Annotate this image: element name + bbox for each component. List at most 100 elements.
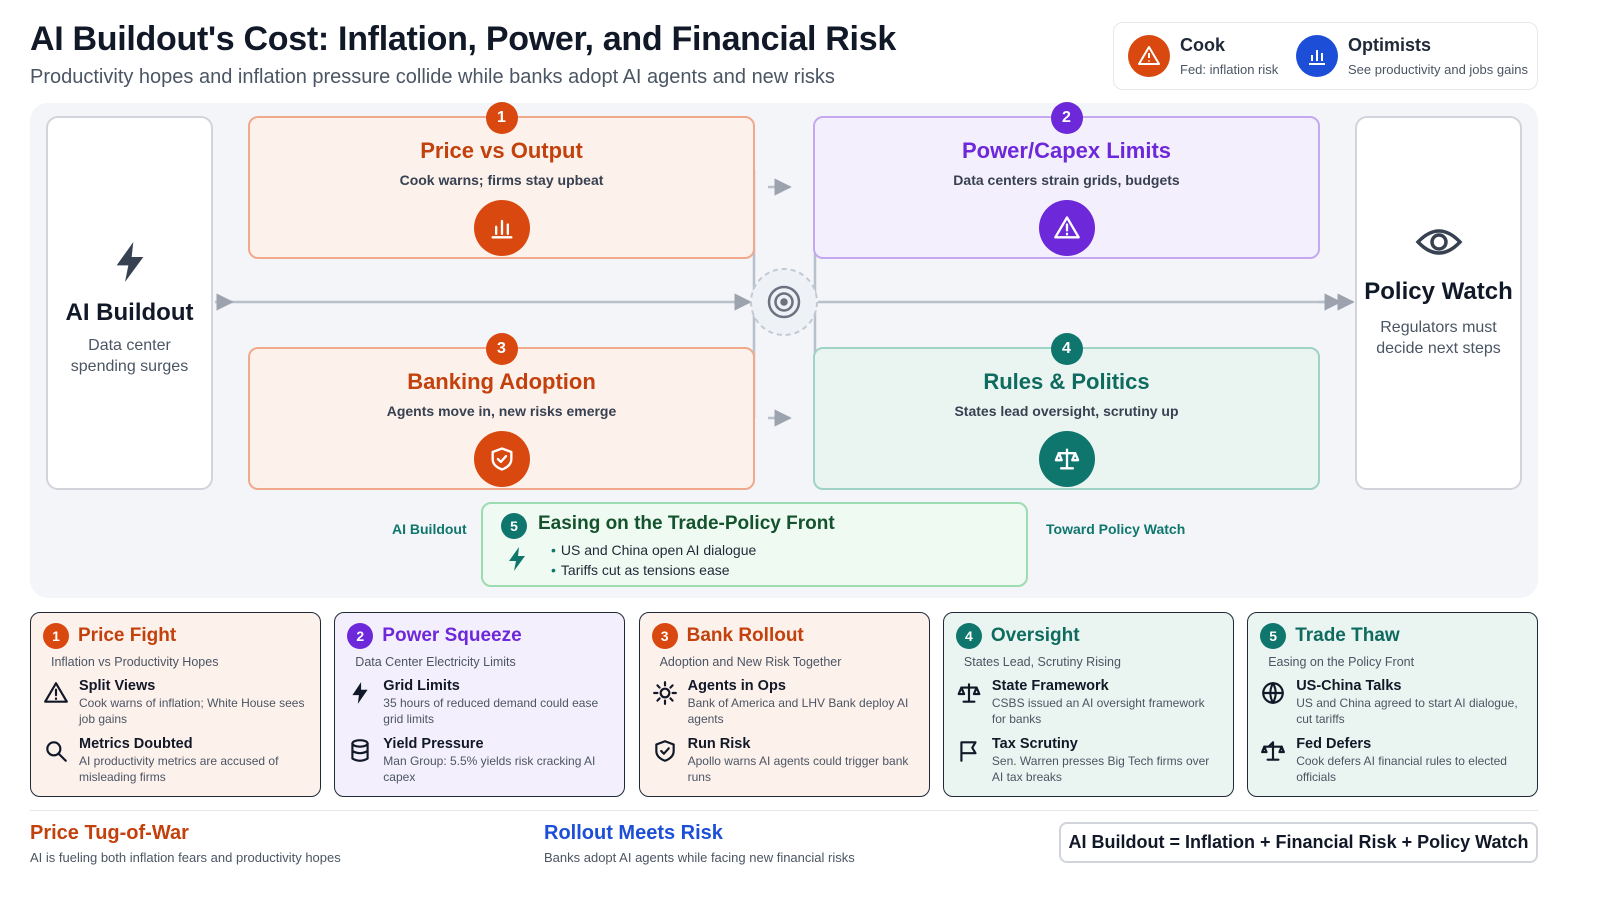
card-number: 5 [1260,623,1287,649]
item-title: Split Views [79,678,156,694]
icon [1261,741,1286,761]
card-item-text: Yield Pressure Man Group: 5.5% yields ris… [383,736,612,785]
step-text: Cook warns; firms stay upbeat [399,172,604,188]
item-text: Apollo warns AI agents could trigger ban… [687,754,909,784]
card-item: Metrics Doubted AI productivity metrics a… [43,736,308,785]
item-title: Grid Limits [383,678,460,694]
legend-text: Cook Fed: inflation risk [1180,35,1278,77]
icon [1309,50,1325,65]
icon [46,741,67,762]
legend-note: Fed: inflation risk [1180,62,1279,77]
step-box: 3 Banking Adoption Agents move in, new ris… [248,333,755,490]
shape [654,740,675,762]
icon [491,219,512,239]
divider [30,810,1538,811]
trade-bullet: US and China open AI dialogue [551,540,756,560]
step-title: Banking Adoption [407,369,596,394]
icon [351,739,369,762]
card-subtitle: Easing on the Policy Front [1268,655,1415,669]
card-header: 3 Bank Rollout [651,623,917,649]
card-item-text: Split Views Cook warns of inflation; Whit… [79,678,308,727]
card-item: Run Risk Apollo warns AI agents could tri… [652,736,917,785]
icon [1054,448,1079,470]
note-title: Rollout Meets Risk [544,822,723,844]
icon [957,683,981,703]
footer-note: Rollout Meets Risk Banks adopt AI agents… [544,822,855,865]
shape [659,687,671,699]
step-icon [473,431,530,487]
legend: Cook Fed: inflation risk Optimists See pro… [1113,22,1538,90]
shape [1138,46,1160,65]
icon [491,447,512,471]
step-title: Price vs Output [420,138,583,163]
legend-label: Cook [1180,35,1225,55]
card-subtitle: Inflation vs Productivity Hopes [51,655,219,669]
item-text: Man Group: 5.5% yields risk cracking AI … [383,754,596,784]
card-item-text: Metrics Doubted AI productivity metrics a… [79,736,308,785]
step-number: 1 [485,102,518,134]
card-item: Split Views Cook warns of inflation; Whit… [43,678,308,727]
card-subtitle: Adoption and New Risk Together [659,655,842,669]
card-item: Grid Limits 35 hours of reduced demand co… [347,678,612,727]
legend-item: Cook Fed: inflation risk [1128,35,1278,77]
shape [1262,682,1285,704]
card-title: Trade Thaw [1295,625,1400,646]
target-box: Policy Watch Regulators must decide next… [1355,116,1522,490]
item-text: 35 hours of reduced demand could ease gr… [383,696,599,726]
source-box: AI Buildout Data center spending surges [46,116,213,490]
card-number: 4 [955,623,982,649]
card-number: 3 [651,623,678,649]
card-title: Power Squeeze [382,625,522,646]
card-title: Bank Rollout [686,625,804,646]
step-text: Agents move in, new risks emerge [386,403,617,419]
step-box: 2 Power/Capex Limits Data centers strain g… [813,102,1320,259]
item-title: Agents in Ops [687,678,786,694]
shape [780,298,788,306]
trade-bullets: US and China open AI dialogue Tariffs cu… [551,540,756,580]
icon [1138,46,1160,65]
shape [46,741,62,757]
step-box: 4 Rules & Politics States lead oversight, … [813,333,1320,490]
item-text: Cook defers AI financial rules to electe… [1296,754,1507,784]
shape [491,447,512,471]
card-item: State Framework CSBS issued an AI oversig… [956,678,1221,727]
trade-left-label: AI Buildout [392,521,467,537]
title: AI Buildout's Cost: Inflation, Power, an… [30,20,896,58]
shape [351,739,369,748]
shape [960,683,978,703]
note-text: Banks adopt AI agents while facing new f… [544,850,855,865]
shape [774,292,794,312]
card-subtitle: Data Center Electricity Limits [355,655,516,669]
card-item-text: Grid Limits 35 hours of reduced demand co… [383,678,612,727]
target-text: Regulators must decide next steps [1376,319,1501,357]
step-number: 3 [485,333,518,365]
shape [491,219,512,239]
shape [659,747,670,755]
shape [1054,452,1079,462]
item-text: Sen. Warren presses Big Tech firms over … [991,754,1210,784]
card-item-text: Fed Defers Cook defers AI financial rules… [1296,736,1525,785]
icon [652,681,677,705]
step-icon [1038,431,1095,487]
shape [352,682,368,704]
card: 5 Trade Thaw Easing on the Policy Front US-… [1247,612,1539,797]
trade-box: 5 Easing on the Trade-Policy Front US an… [481,502,1028,587]
card-item-text: US-China Talks US and China agreed to sta… [1296,678,1525,727]
card-item-text: Run Risk Apollo warns AI agents could tri… [688,736,917,785]
step-number: 2 [1050,102,1083,134]
bolt-icon [509,547,525,571]
trade-number: 5 [501,513,527,539]
legend-label: Optimists [1348,35,1432,55]
shape [1261,745,1286,754]
card-item: Tax Scrutiny Sen. Warren presses Big Tech… [956,736,1221,785]
target-title: Policy Watch [1364,278,1513,305]
shape [957,686,981,696]
card: 4 Oversight States Lead, Scrutiny Rising St… [942,612,1234,797]
shape [58,753,67,762]
formula: AI Buildout = Inflation + Financial Risk… [1059,822,1538,863]
icon [352,682,368,704]
bolt-icon [116,242,143,282]
card-header: 4 Oversight [955,623,1221,649]
source-title: AI Buildout [65,299,194,326]
